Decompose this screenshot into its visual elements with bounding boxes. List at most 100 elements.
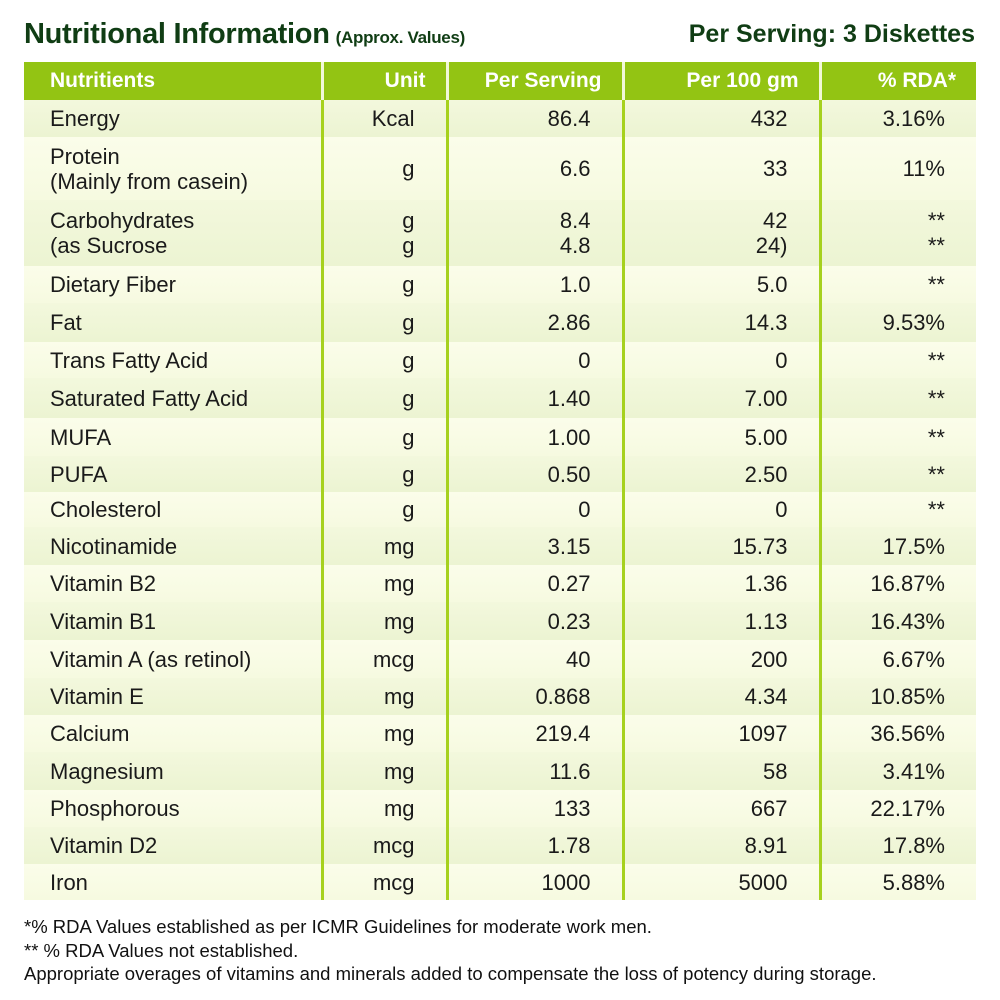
per-100gm-value-cell: 0 [621,492,820,527]
per-100gm-value: 432 [750,106,788,131]
unit-cell: mg [320,565,447,602]
per-100gm-value: 1.36 [744,571,788,596]
nutrient-name: Vitamin B2 [50,571,156,596]
nutrient-name: (Mainly from casein) [50,168,249,194]
unit: g [402,385,415,411]
table-row: Vitamin A (as retinol) mcg 40 200 6.67% [24,640,976,678]
unit: g [402,347,415,373]
rda-value-cell: 22.17% [818,790,976,827]
nutrient-name-cell: Dietary Fiber [24,266,322,303]
per-serving-value-cell: 0.23 [445,602,623,640]
title-subtitle: (Approx. Values) [335,28,466,47]
rda-value: ** [927,497,945,522]
per-100gm-value-cell: 42 24) [621,200,820,266]
per-100gm-value-cell: 667 [621,790,820,827]
per-serving-value: 3.15 [547,533,591,559]
per-serving-value-cell: 0.27 [445,565,623,602]
unit: g [402,497,415,522]
per-serving-value-cell: 3.15 [445,527,623,565]
per-serving-value-cell: 86.4 [445,100,623,137]
per-100gm-value: 200 [750,646,788,672]
nutrient-name: Cholesterol [50,497,162,522]
footnote-rda-not-established: ** % RDA Values not established. [24,939,299,961]
per-serving-value: 6.6 [559,156,591,181]
per-100gm-value-cell: 33 [621,137,820,200]
nutrient-name-cell: Vitamin D2 [24,827,322,864]
table-row: Phosphorous mg 133 667 22.17% [24,790,976,827]
per-serving-value-cell: 8.4 4.8 [445,200,623,266]
unit-cell: g [320,492,447,527]
per-serving-value: 1000 [541,869,591,895]
unit: mg [383,796,415,821]
nutrient-name: Magnesium [50,758,164,784]
rda-value: 11% [902,156,945,181]
rda-value-cell: 11% [818,137,976,200]
nutrient-name: Carbohydrates [50,208,195,233]
nutrient-name-cell: Carbohydrates (as Sucrose [24,200,322,266]
per-100gm-value-cell: 0 [621,342,820,378]
per-serving-value: 1.40 [547,385,591,411]
per-100gm-value: 8.91 [744,833,788,858]
per-100gm-value: 0 [775,497,788,522]
rda-value-cell: 6.67% [818,640,976,678]
nutrient-name: Vitamin B1 [50,608,156,634]
unit-cell: Kcal [320,100,447,137]
footnote-rda-established: *% RDA Values established as per ICMR Gu… [24,916,652,937]
per-serving-value-cell: 2.86 [445,303,623,342]
unit-cell: mg [320,678,447,715]
per-serving-value-cell: 11.6 [445,752,623,790]
per-100gm-value: 15.73 [732,533,788,559]
rda-value: ** [927,272,945,297]
table-row: Nicotinamide mg 3.15 15.73 17.5% [24,527,976,565]
per-serving-value: 8.4 [559,208,591,233]
nutrient-name: Vitamin D2 [50,833,158,858]
nutrient-name-cell: Phosphorous [24,790,322,827]
per-serving-value-cell: 1.0 [445,266,623,303]
footnote-overages: Appropriate overages of vitamins and min… [24,963,877,984]
title-text: Nutritional Information [24,18,330,50]
table-row: Magnesium mg 11.6 58 3.41% [24,752,976,790]
table-row: Saturated Fatty Acid g 1.40 7.00 ** [24,378,976,418]
rda-value-cell: ** [818,418,976,456]
unit-cell: g [320,266,447,303]
rda-value-cell: 16.87% [818,565,976,602]
rda-value-cell: 10.85% [818,678,976,715]
nutrient-name: Protein [50,143,120,169]
per-100gm-value-cell: 58 [621,752,820,790]
unit: mcg [372,646,415,672]
unit-cell: g [320,456,447,492]
per-serving-value-cell: 1.78 [445,827,623,864]
per-100gm-value-cell: 2.50 [621,456,820,492]
unit: mcg [372,869,415,895]
per-serving-value: 86.4 [547,106,591,131]
rda-value: 9.53% [882,310,945,335]
per-100gm-value-cell: 15.73 [621,527,820,565]
column-header-per-100gm: Per 100 gm [621,62,820,100]
rda-value-cell: 36.56% [818,715,976,752]
unit: g [402,272,415,297]
nutrient-name: Nicotinamide [50,533,178,559]
per-serving-value: 0.50 [547,461,591,487]
unit: g [402,310,415,335]
per-serving-value-cell: 0 [445,492,623,527]
table-row: Energy Kcal 86.4 432 3.16% [24,100,976,137]
unit-cell: g [320,137,447,200]
nutrient-name: Phosphorous [50,796,180,821]
unit-cell: g [320,303,447,342]
nutrient-name-cell: Calcium [24,715,322,752]
nutrient-name-cell: Vitamin E [24,678,322,715]
column-header-nutrients: Nutritients [24,62,322,100]
nutrient-name-cell: PUFA [24,456,322,492]
per-serving-value-cell: 1000 [445,864,623,900]
per-serving-value-cell: 0 [445,342,623,378]
nutrient-name: (as Sucrose [50,233,168,258]
unit-cell: mcg [320,864,447,900]
per-100gm-value: 7.00 [744,385,788,411]
per-100gm-value: 42 [763,208,788,233]
table-row: Cholesterol g 0 0 ** [24,492,976,527]
per-100gm-value: 667 [750,796,788,821]
per-serving-value: 0 [578,347,591,373]
per-100gm-value: 5.0 [756,272,788,297]
nutrient-name: Calcium [50,721,130,746]
table-row: Vitamin B1 mg 0.23 1.13 16.43% [24,602,976,640]
